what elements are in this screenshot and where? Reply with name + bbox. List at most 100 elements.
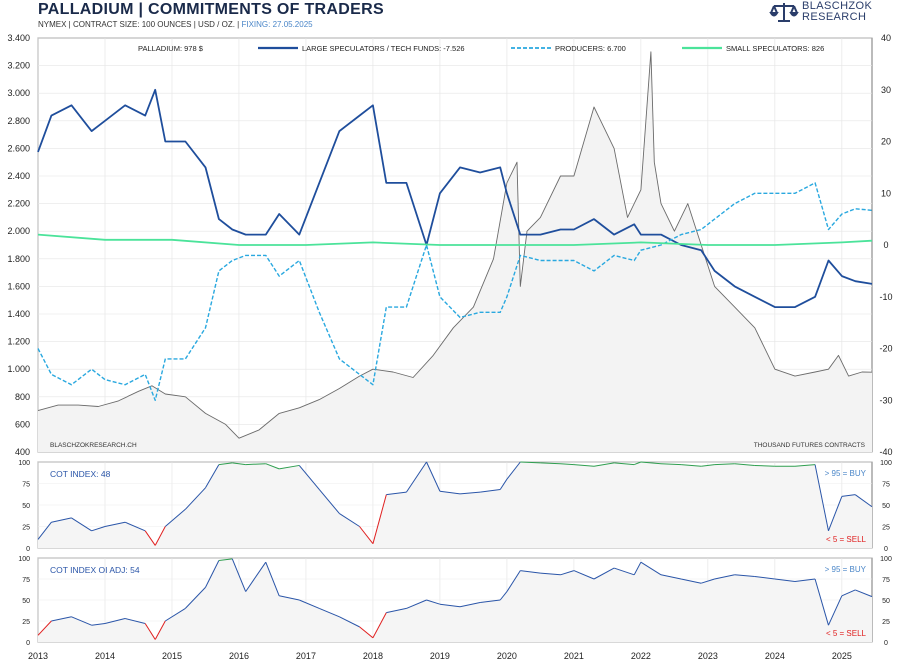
cot-index-oi-adj-segment bbox=[279, 595, 300, 601]
cot-index-segment bbox=[593, 462, 615, 467]
cot-index-segment bbox=[144, 530, 156, 546]
cot-index-oi-adj-segment bbox=[714, 574, 735, 580]
cot-index-oi-adj-segment bbox=[205, 560, 220, 588]
cot-index-segment bbox=[205, 464, 220, 489]
cot-index-segment bbox=[104, 521, 126, 527]
cot-index-oi-adj-segment bbox=[406, 599, 427, 609]
cot-index-segment bbox=[426, 461, 441, 492]
cot-index-oi-adj-segment bbox=[359, 626, 374, 639]
series-small-speculators bbox=[37, 233, 873, 246]
cot-index-oi-adj-y-left-tick-0: 0 bbox=[26, 640, 30, 647]
cot-index-oi-adj-segment bbox=[734, 574, 755, 577]
cot-index-segment bbox=[480, 489, 501, 493]
cot-index-y-right-tick-3: 75 bbox=[882, 482, 890, 489]
cot-index-oi-adj-segment bbox=[154, 620, 166, 640]
cot-index-segment bbox=[232, 462, 246, 466]
legend-small-speculators: SMALL SPECULATORS: 826 bbox=[726, 44, 824, 53]
cot-index-oi-adj-segment bbox=[459, 602, 481, 608]
cot-index-y-right-tick-1: 25 bbox=[882, 525, 890, 532]
y-left-tick-12: 2.800 bbox=[7, 116, 30, 126]
logo-text: BLASCHZOK RESEARCH bbox=[802, 1, 872, 23]
x-tick-2013: 2013 bbox=[28, 651, 48, 661]
cot-index-oi-adj-segment bbox=[660, 574, 682, 580]
cot-index-oi-adj-segment bbox=[794, 578, 816, 583]
y-left-tick-13: 3.000 bbox=[7, 88, 30, 98]
x-tick-2019: 2019 bbox=[430, 651, 450, 661]
cot-index-segment bbox=[814, 464, 829, 531]
cot-index-oi-adj-title: COT INDEX OI ADJ: 54 bbox=[50, 565, 140, 575]
x-tick-2015: 2015 bbox=[162, 651, 182, 661]
units-annotation: THOUSAND FUTURES CONTRACTS bbox=[754, 442, 866, 449]
cot-index-segment bbox=[265, 463, 280, 470]
cot-index-area bbox=[38, 462, 872, 548]
legend-large-speculators: LARGE SPECULATORS / TECH FUNDS: -7.526 bbox=[302, 44, 465, 53]
cot-index-oi-adj-segment bbox=[593, 567, 615, 580]
cot-index-segment bbox=[841, 494, 856, 497]
logo-line1: BLASCHZOK bbox=[802, 0, 873, 12]
cot-index-oi-adj-segment bbox=[754, 575, 775, 580]
cot-index-oi-adj-segment bbox=[91, 623, 106, 626]
cot-index-oi-adj-segment bbox=[231, 558, 247, 592]
y-left-tick-1: 600 bbox=[15, 419, 30, 429]
cot-index-oi-adj-segment bbox=[245, 561, 267, 592]
cot-index-y-left-tick-0: 0 bbox=[26, 546, 30, 553]
cot-index-oi-adj-segment bbox=[499, 591, 508, 601]
y-right-tick-6: 20 bbox=[881, 137, 891, 147]
cot-index-segment bbox=[560, 463, 574, 466]
x-tick-2017: 2017 bbox=[296, 651, 316, 661]
cot-index-oi-adj-y-left-tick-4: 100 bbox=[18, 556, 30, 563]
cot-index-oi-adj-area bbox=[38, 558, 872, 642]
cot-index-segment bbox=[827, 496, 843, 531]
y-left-tick-7: 1.800 bbox=[7, 254, 30, 264]
cot-index-segment bbox=[406, 461, 427, 493]
cot-index-segment bbox=[359, 526, 374, 545]
cot-index-segment bbox=[279, 464, 300, 470]
cot-index-oi-adj-y-left-tick-1: 25 bbox=[22, 619, 30, 626]
cot-index-oi-adj-segment bbox=[165, 607, 186, 622]
brand-logo: BLASCHZOK RESEARCH bbox=[768, 1, 894, 25]
cot-index-y-right-tick-2: 50 bbox=[882, 503, 890, 510]
y-right-tick-4: 0 bbox=[883, 240, 888, 250]
cot-index-oi-adj-segment bbox=[71, 616, 92, 626]
cot-index-oi-adj-y-right-tick-3: 75 bbox=[882, 577, 890, 584]
cot-index-oi-adj-buy-label: > 95 = BUY bbox=[825, 565, 867, 574]
cot-index-segment bbox=[660, 463, 682, 466]
y-left-tick-6: 1.600 bbox=[7, 281, 30, 291]
y-left-tick-0: 400 bbox=[15, 447, 30, 457]
cot-index-segment bbox=[71, 517, 92, 532]
cot-index-oi-adj-segment bbox=[185, 587, 206, 609]
cot-index-oi-adj-segment bbox=[573, 570, 595, 580]
label-layer: 2013 2014 2015 2016 2017 2018 2019 2020 2021 2022… bbox=[7, 33, 892, 661]
subtitle-fixing: FIXING: 27.05.2025 bbox=[241, 20, 313, 29]
cot-index-oi-adj-segment bbox=[104, 617, 126, 625]
cot-index-oi-adj-segment bbox=[814, 578, 829, 626]
cot-index-oi-adj-segment bbox=[426, 599, 441, 605]
cot-index-oi-adj-segment bbox=[51, 616, 72, 622]
source-annotation: BLASCHZOKRESEARCH.CH bbox=[50, 442, 137, 449]
cot-index-y-left-tick-2: 50 bbox=[22, 503, 30, 510]
cot-index-segment bbox=[734, 463, 755, 466]
y-right-tick-2: -20 bbox=[879, 344, 892, 354]
cot-index-y-left-tick-1: 25 bbox=[22, 525, 30, 532]
y-right-tick-3: -10 bbox=[879, 292, 892, 302]
cot-index-segment bbox=[91, 526, 106, 532]
cot-index-oi-adj-y-left-tick-2: 50 bbox=[22, 598, 30, 605]
x-tick-2014: 2014 bbox=[95, 651, 115, 661]
logo-line2: RESEARCH bbox=[802, 11, 867, 23]
cot-index-segment bbox=[37, 521, 52, 540]
subtitle-main: NYMEX | CONTRACT SIZE: 100 OUNCES | USD … bbox=[38, 20, 242, 29]
cot-index-y-left-tick-4: 100 bbox=[18, 460, 30, 467]
cot-index-oi-adj-segment bbox=[540, 572, 561, 576]
y-left-tick-14: 3.200 bbox=[7, 61, 30, 71]
cot-index-segment bbox=[164, 508, 186, 527]
cot-index-sell-label: < 5 = SELL bbox=[826, 535, 867, 544]
cot-index-segment bbox=[185, 487, 206, 510]
cot-index-segment bbox=[154, 526, 166, 546]
y-left-tick-2: 800 bbox=[15, 392, 30, 402]
cot-index-segment bbox=[339, 513, 360, 527]
cot-index-segment bbox=[701, 464, 715, 467]
cot-index-oi-adj-segment bbox=[265, 562, 280, 596]
cot-index-segment bbox=[640, 461, 662, 465]
cot-index-oi-adj-y-left-tick-3: 75 bbox=[22, 577, 30, 584]
